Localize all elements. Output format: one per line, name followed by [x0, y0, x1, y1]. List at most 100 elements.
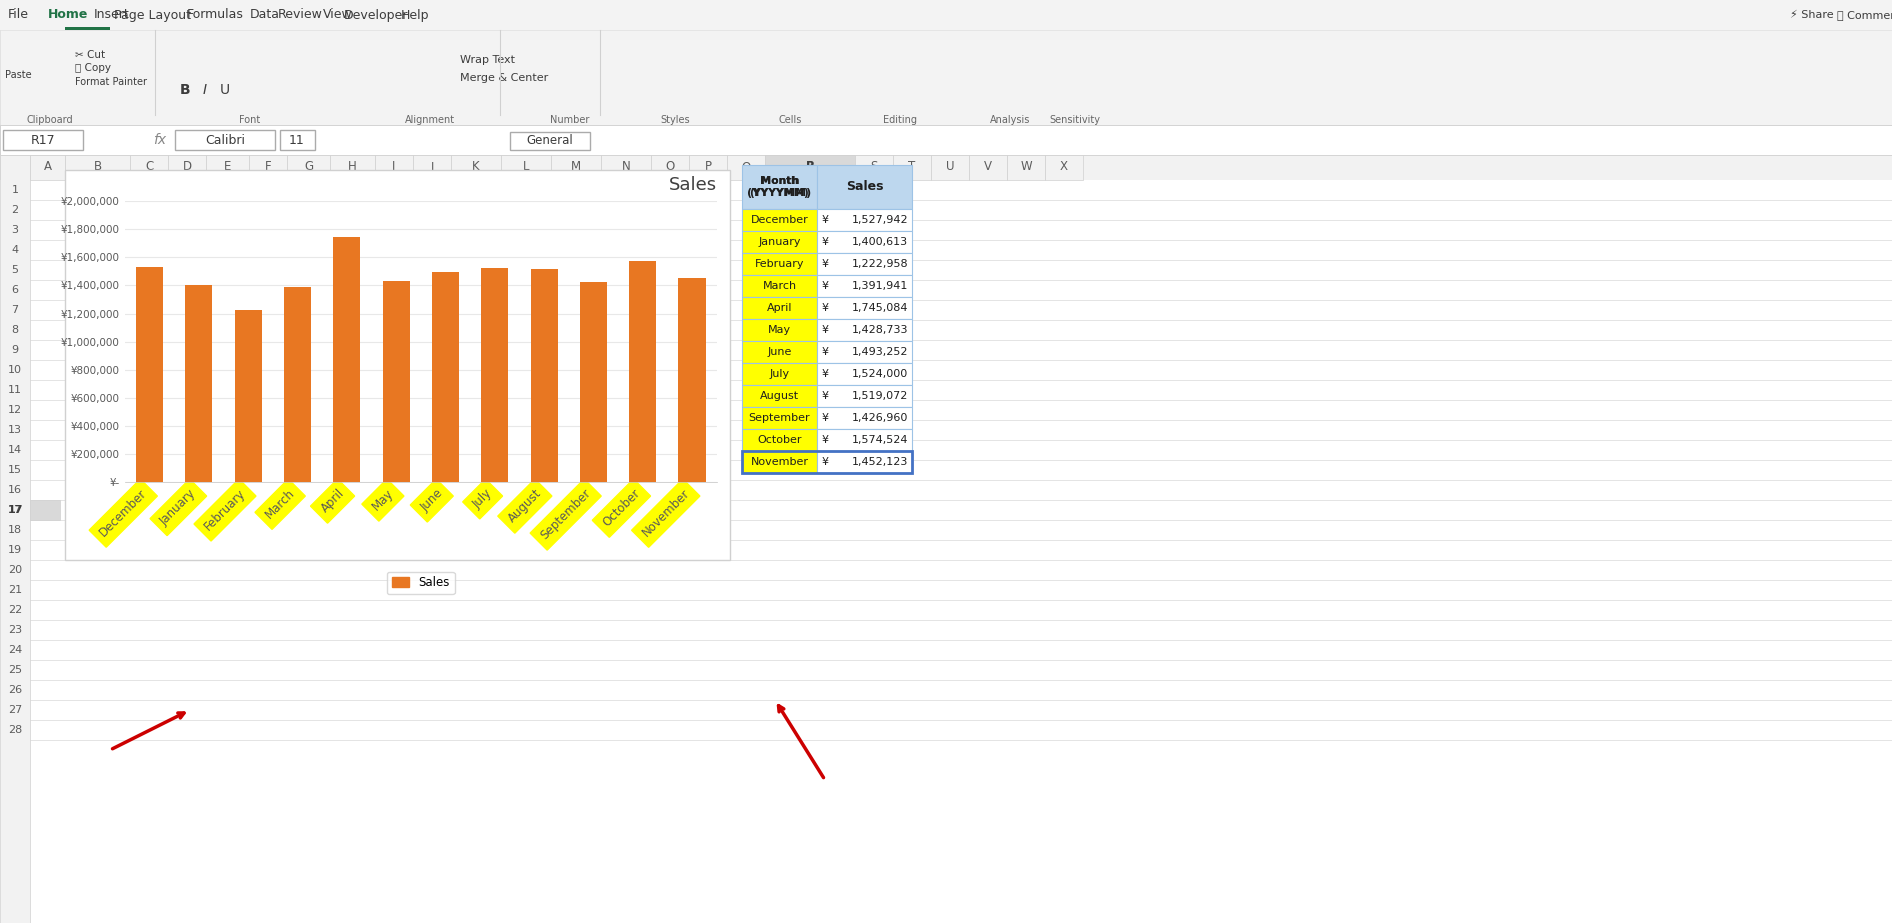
Bar: [817, 429, 912, 451]
Bar: [817, 385, 912, 407]
Text: Formulas: Formulas: [187, 8, 244, 21]
Text: Month
(YYYYMM): Month (YYYYMM): [749, 176, 810, 198]
Text: Cells: Cells: [778, 115, 802, 125]
Text: General: General: [526, 135, 573, 148]
Bar: [382, 282, 411, 482]
Bar: [30, 155, 64, 180]
Bar: [284, 286, 310, 482]
Bar: [250, 155, 288, 180]
Text: ¥: ¥: [821, 215, 829, 225]
Text: 26: 26: [8, 685, 23, 695]
Text: V: V: [984, 161, 991, 174]
Bar: [679, 278, 706, 482]
Text: B: B: [180, 83, 191, 97]
Bar: [64, 170, 730, 560]
Text: I: I: [202, 83, 206, 97]
Text: L: L: [522, 161, 530, 174]
Bar: [742, 341, 817, 363]
Text: 12: 12: [8, 405, 23, 415]
Bar: [817, 231, 912, 253]
Bar: [689, 155, 727, 180]
Bar: [0, 125, 1892, 155]
Text: J: J: [429, 161, 433, 174]
Text: 17: 17: [8, 505, 23, 515]
Text: 6: 6: [11, 285, 19, 295]
Bar: [817, 451, 912, 473]
Text: May: May: [768, 325, 791, 335]
Bar: [742, 297, 817, 319]
Bar: [329, 155, 375, 180]
Bar: [511, 132, 590, 150]
Bar: [742, 253, 817, 275]
Bar: [764, 155, 855, 180]
Bar: [727, 155, 764, 180]
Text: June: June: [768, 347, 791, 357]
Bar: [1044, 155, 1082, 180]
Text: 3: 3: [11, 225, 19, 235]
Text: 14: 14: [8, 445, 23, 455]
Bar: [4, 130, 83, 150]
Bar: [893, 155, 931, 180]
Bar: [235, 310, 261, 482]
Text: F: F: [265, 161, 271, 174]
Bar: [969, 155, 1007, 180]
Text: Data: Data: [250, 8, 280, 21]
Text: X: X: [1060, 161, 1067, 174]
Text: 1,400,613: 1,400,613: [851, 237, 908, 247]
Text: 28: 28: [8, 725, 23, 735]
Bar: [742, 319, 817, 341]
Bar: [630, 261, 657, 482]
Bar: [817, 407, 912, 429]
Text: 1,428,733: 1,428,733: [851, 325, 908, 335]
Bar: [742, 385, 817, 407]
Bar: [0, 30, 1892, 125]
Text: January: January: [759, 237, 800, 247]
Text: Analysis: Analysis: [990, 115, 1029, 125]
Text: 9: 9: [11, 345, 19, 355]
Text: 22: 22: [8, 605, 23, 615]
Bar: [185, 285, 212, 482]
Bar: [817, 253, 912, 275]
Bar: [742, 275, 817, 297]
Text: 23: 23: [8, 625, 23, 635]
Text: U: U: [219, 83, 231, 97]
Bar: [742, 407, 817, 429]
Text: A: A: [44, 161, 51, 174]
Text: November: November: [751, 457, 808, 467]
Text: ⚡ Share: ⚡ Share: [1790, 10, 1833, 20]
Text: P: P: [704, 161, 711, 174]
Text: Home: Home: [47, 8, 89, 21]
Text: R: R: [806, 161, 814, 174]
Text: D: D: [182, 161, 191, 174]
Text: ¥: ¥: [821, 347, 829, 357]
Text: Developer: Developer: [344, 8, 409, 21]
Text: 19: 19: [8, 545, 23, 555]
Text: Sensitivity: Sensitivity: [1050, 115, 1101, 125]
Text: R: R: [806, 161, 815, 174]
Text: Styles: Styles: [660, 115, 691, 125]
Bar: [450, 155, 501, 180]
Bar: [817, 297, 912, 319]
Bar: [431, 272, 460, 482]
Text: H: H: [348, 161, 358, 174]
Text: ¥: ¥: [821, 391, 829, 401]
Bar: [0, 180, 1892, 923]
Bar: [168, 155, 206, 180]
Text: 1: 1: [11, 185, 19, 195]
Bar: [0, 155, 30, 923]
Text: ⎘ Copy: ⎘ Copy: [76, 63, 112, 73]
Text: R17: R17: [30, 134, 55, 147]
Text: ¥: ¥: [821, 435, 829, 445]
Bar: [1007, 155, 1044, 180]
Text: 8: 8: [11, 325, 19, 335]
Text: September: September: [749, 413, 810, 423]
Bar: [817, 275, 912, 297]
Text: 1,524,000: 1,524,000: [851, 369, 908, 379]
Text: 1,574,524: 1,574,524: [851, 435, 908, 445]
Text: 1,527,942: 1,527,942: [851, 215, 908, 225]
Text: ¥: ¥: [821, 281, 829, 291]
Text: I: I: [392, 161, 395, 174]
Text: Merge & Center: Merge & Center: [460, 73, 549, 83]
Text: ¥: ¥: [821, 325, 829, 335]
Text: Sales: Sales: [846, 181, 884, 194]
